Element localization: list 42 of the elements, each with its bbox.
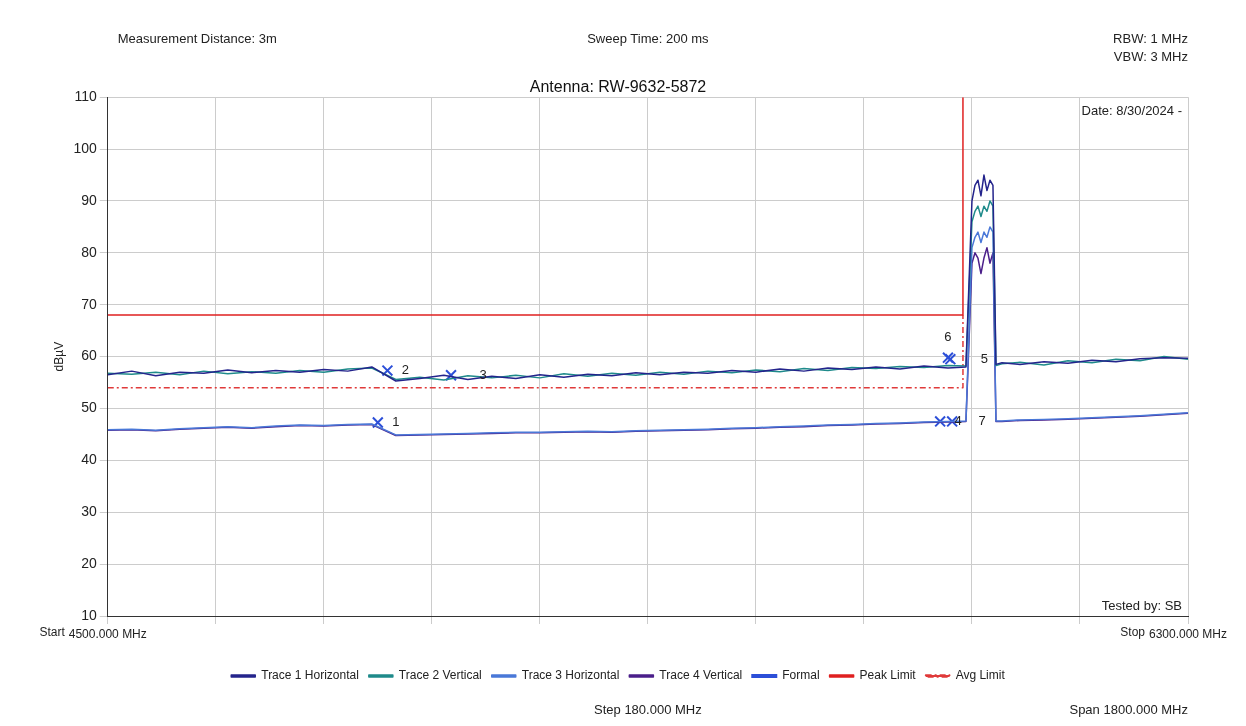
legend-label: Formal [782,668,820,683]
text: Measurement Distance: 3m [117,30,277,46]
annotation: 5 [980,350,988,366]
y-tick-label: 70 [81,295,97,312]
point [371,416,384,429]
y-tick-label: 110 [74,88,97,105]
annotation: 1 [392,414,400,430]
text: Step 180.000 MHz [594,701,702,717]
y-tick-label: 10 [81,606,97,623]
x-tick-label: 6300.000 MHz [1148,626,1228,641]
text: Sweep Time: 200 ms [587,30,710,46]
y-tick-label: 80 [81,243,97,260]
y-tick-label: 20 [81,554,97,571]
legend-label: Peak Limit [859,668,917,683]
text: RBW: 1 MHz [1113,30,1188,46]
point [934,415,947,428]
annotation: 7 [978,413,986,429]
chart-title: Antenna: RW-9632-5872 [529,78,707,96]
point [381,364,394,377]
y-tick-label: 30 [81,503,97,520]
x-tick-label: 4500.000 MHz [68,626,147,641]
annotation: Date: 8/30/2024 - [1081,102,1182,118]
legend-label: Trace 2 Vertical [398,668,482,683]
legend-label: Avg Limit [955,668,1006,683]
legend-label: Trace 3 Horizontal [521,668,620,683]
annotation: 6 [944,329,952,345]
text: Start [39,625,66,640]
text: Span 1800.000 MHz [1069,701,1188,717]
legend-label: Trace 4 Vertical [659,668,743,683]
text: Stop [1120,625,1146,640]
annotation: 4 [954,413,962,429]
y-axis-title: dBµV [51,341,66,372]
legend-label: Trace 1 Horizontal [261,668,359,683]
point [445,369,457,382]
y-tick-label: 50 [81,399,97,416]
y-tick-label: 100 [73,139,97,156]
y-tick-label: 40 [81,451,97,468]
annotation: Tested by: SB [1101,597,1182,613]
y-tick-label: 60 [81,347,97,364]
annotation: 2 [401,362,410,378]
text: VBW: 3 MHz [1113,48,1188,64]
y-tick-label: 90 [81,191,97,208]
